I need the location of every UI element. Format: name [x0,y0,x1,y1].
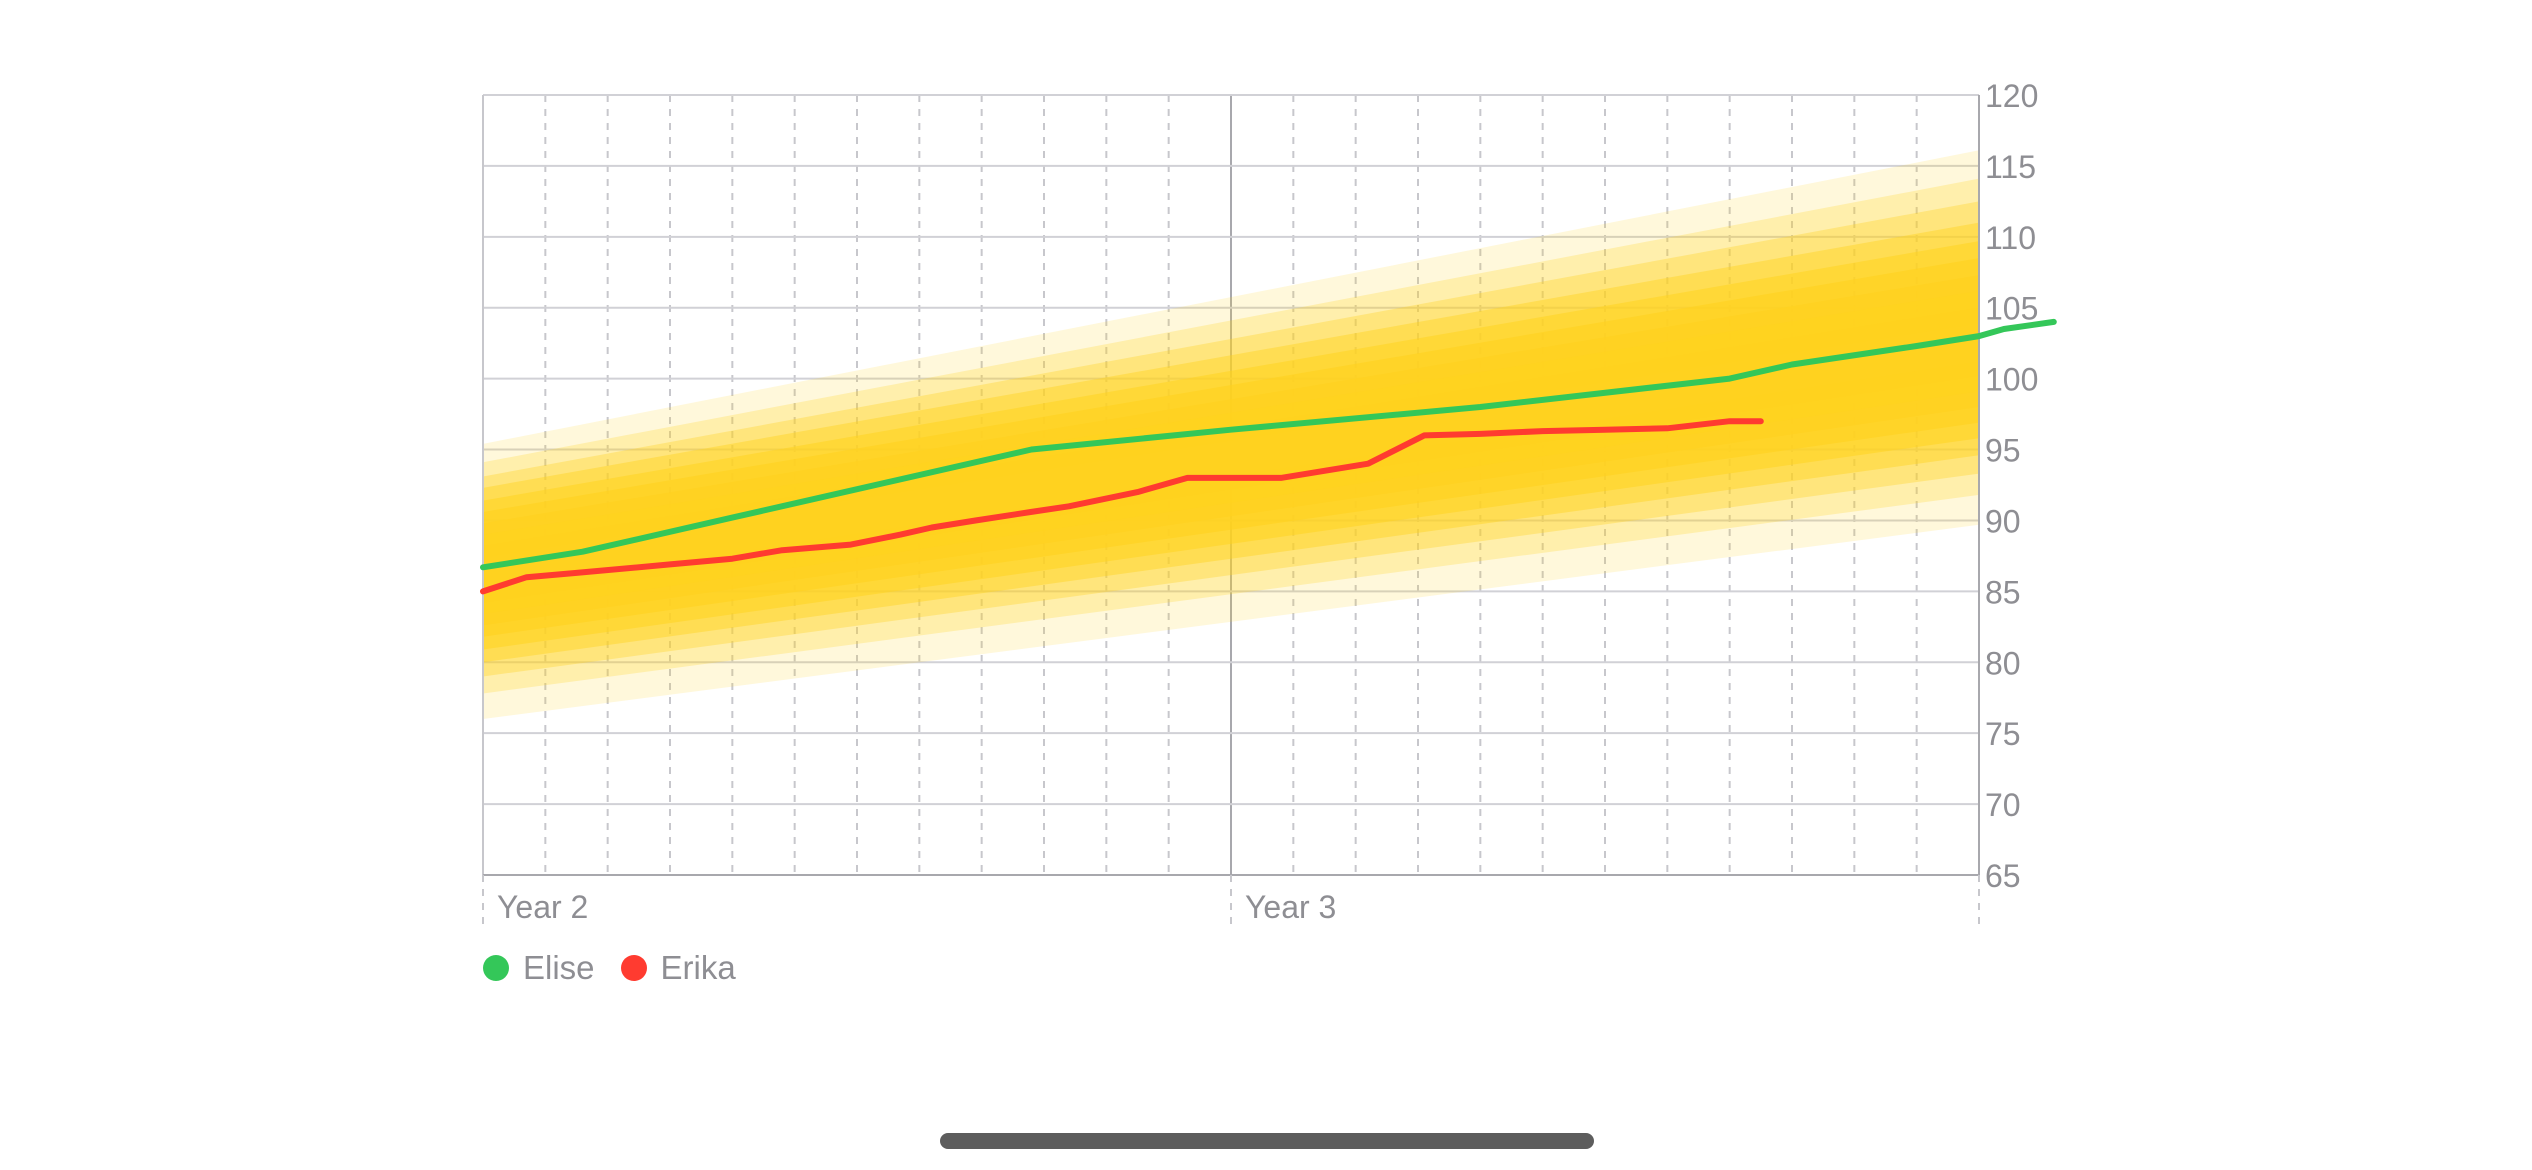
y-tick-label: 120 [1985,78,2038,114]
y-tick-label: 70 [1985,787,2021,823]
x-tick-label: Year 3 [1245,889,1336,925]
y-tick-label: 90 [1985,503,2021,539]
y-tick-label: 75 [1985,716,2021,752]
legend-item-elise[interactable]: Elise [483,949,595,987]
series-line-erika [480,418,1764,595]
chart-series [480,318,2057,595]
chart-axes [482,95,1980,930]
legend-label: Elise [523,949,595,986]
home-indicator[interactable] [940,1133,1594,1149]
legend-label: Erika [660,949,736,986]
y-tick-label: 105 [1985,291,2038,327]
legend-item-erika[interactable]: Erika [620,949,736,987]
y-tick-label: 65 [1985,858,2021,894]
y-tick-label: 95 [1985,433,2021,469]
series-line-elise [480,318,2057,571]
y-tick-label: 115 [1985,149,2036,185]
chart-legend: Elise Erika [483,948,736,988]
chart-tick-labels: 65 70 75 80 85 90 95 100 105 110 115 120 Year 2 Year … [497,78,2038,925]
y-tick-label: 80 [1985,645,2021,681]
y-tick-label: 85 [1985,574,2021,610]
legend-dot-icon [483,955,509,981]
x-tick-label: Year 2 [497,889,588,925]
y-tick-label: 100 [1985,362,2038,398]
y-tick-label: 110 [1985,220,2036,256]
legend-dot-icon [620,955,647,981]
